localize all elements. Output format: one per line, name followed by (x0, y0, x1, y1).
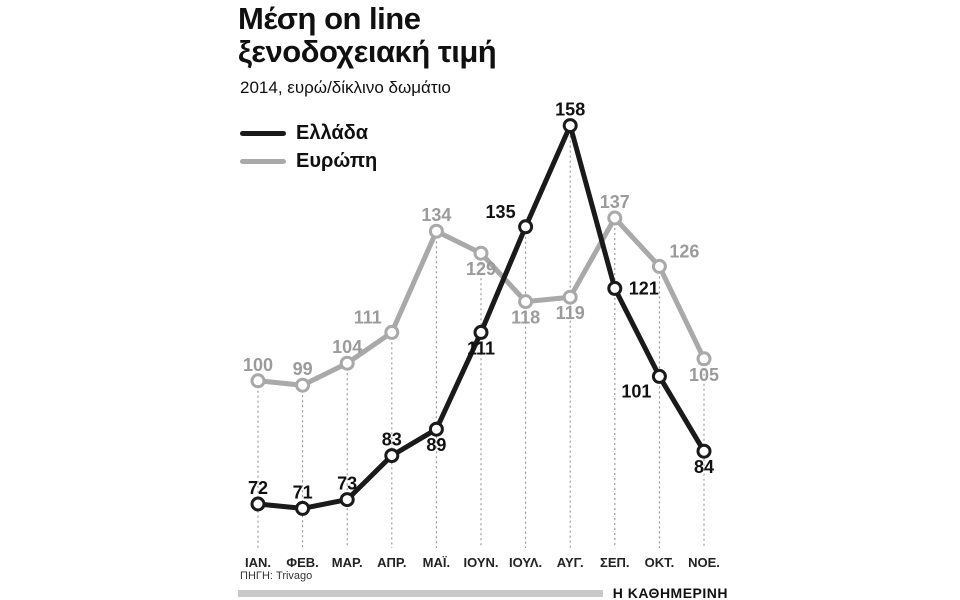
value-label: 137 (600, 192, 630, 212)
data-point (473, 245, 489, 261)
data-point (250, 373, 266, 389)
data-point (651, 368, 667, 384)
data-point (384, 448, 400, 464)
value-label: 118 (511, 308, 540, 328)
value-label: 134 (421, 205, 451, 225)
value-label: 73 (337, 474, 357, 494)
data-point (250, 496, 266, 512)
series-line (255, 123, 707, 511)
data-point (651, 258, 667, 274)
data-point (696, 351, 712, 367)
page-subtitle: 2014, ευρώ/δίκλινο δωμάτιο (240, 78, 451, 97)
value-label: 135 (486, 202, 516, 222)
data-point (339, 355, 355, 371)
data-point (518, 219, 534, 235)
data-point (384, 324, 400, 340)
data-point (339, 492, 355, 508)
x-axis-label: ΑΠΡ. (377, 555, 406, 570)
value-label: 126 (669, 241, 699, 261)
value-label: 83 (382, 430, 402, 450)
x-axis-label: ΑΥΓ. (557, 555, 584, 570)
legend-item-greece: Ελλάδα (240, 119, 377, 147)
value-label: 105 (689, 365, 719, 385)
x-axis-label: ΜΑΪ. (423, 555, 450, 570)
data-point (607, 210, 623, 226)
x-axis-label: ΙΟΥΛ. (509, 555, 542, 570)
source-text: ΠΗΓΗ: Trivago (240, 570, 313, 582)
legend-label-europe: Ευρώπη (296, 149, 378, 172)
x-axis-label: ΦΕΒ. (286, 555, 318, 570)
value-label: 121 (629, 278, 659, 298)
data-point (518, 294, 534, 310)
value-label: 111 (354, 307, 382, 327)
value-label: 100 (243, 355, 273, 375)
value-label: 119 (556, 303, 585, 323)
data-point (295, 500, 311, 516)
value-label: 89 (426, 435, 446, 455)
value-label: 71 (293, 482, 313, 502)
brand-text: Η ΚΑΘΗΜΕΡΙΝΗ (612, 585, 728, 600)
data-point (428, 421, 444, 437)
value-label: 99 (293, 359, 313, 379)
data-point (562, 289, 578, 305)
legend-swatch-europe (240, 158, 286, 164)
x-axis-label: ΝΟΕ. (688, 555, 720, 570)
x-axis-label: ΙΟΥΝ. (463, 555, 498, 570)
value-label: 101 (621, 381, 651, 401)
x-axis-label: ΜΑΡ. (332, 555, 363, 570)
data-point (473, 324, 489, 340)
legend: Ελλάδα Ευρώπη (240, 119, 377, 175)
data-point (607, 280, 623, 296)
legend-item-europe: Ευρώπη (240, 147, 377, 175)
value-label: 104 (332, 337, 362, 357)
legend-label-greece: Ελλάδα (296, 121, 369, 144)
data-point (428, 223, 444, 239)
data-point (295, 377, 311, 393)
data-point (696, 443, 712, 459)
value-label: 111 (467, 338, 495, 358)
legend-swatch-greece (240, 130, 286, 136)
value-label: 129 (466, 259, 496, 279)
data-point (562, 118, 578, 134)
x-axis-label: ΟΚΤ. (645, 555, 675, 570)
page-title: Μέση on line ξενοδοχειακή τιμή (238, 1, 497, 70)
footer: Η ΚΑΘΗΜΕΡΙΝΗ (238, 585, 728, 600)
x-axis-label: ΙΑΝ. (245, 555, 271, 570)
footer-bar (238, 589, 603, 597)
x-axis-label: ΣΕΠ. (600, 555, 629, 570)
value-label: 84 (694, 457, 714, 477)
value-label: 158 (555, 100, 585, 120)
value-label: 72 (248, 478, 268, 498)
